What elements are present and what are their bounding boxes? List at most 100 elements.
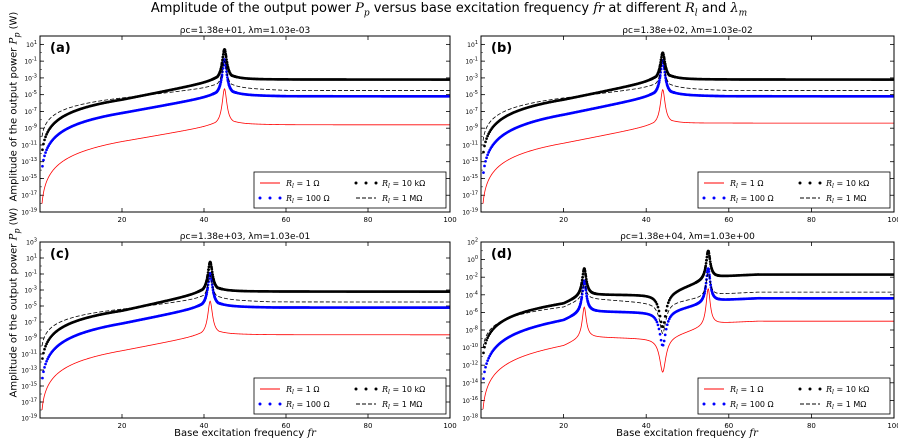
- series-rl-100-ohm-point: [707, 267, 710, 271]
- legend-entry-rl-1-ohm: Rl = 1 Ω: [704, 179, 764, 190]
- axes-frame: [480, 241, 895, 419]
- series-rl-100-ohm-point: [579, 300, 583, 304]
- series-rl-10-kohm-point: [704, 264, 708, 268]
- legend-entry-rl-1-ohm: Rl = 1 Ω: [704, 385, 764, 396]
- legend-marker: [354, 387, 358, 391]
- x-tick-label: 100: [443, 216, 456, 224]
- y-tick-label: 10-13: [21, 366, 37, 375]
- series-rl-100-ohm-point: [657, 327, 661, 331]
- series-rl-10-kohm-point: [42, 142, 45, 146]
- series-rl-1-mohm: [41, 274, 450, 347]
- series-rl-10-kohm-point: [705, 255, 709, 259]
- panel-label: (d): [491, 247, 512, 262]
- y-tick-label: 10-16: [462, 396, 478, 405]
- series-rl-10-kohm-point: [703, 266, 707, 270]
- legend-marker: [268, 402, 272, 406]
- series-rl-1-mohm: [41, 60, 450, 137]
- series-rl-100-ohm-point: [658, 79, 661, 82]
- y-tick-label: 10-6: [465, 308, 478, 317]
- series-rl-100-ohm-point: [666, 319, 670, 323]
- legend-marker: [808, 387, 812, 391]
- series-rl-10-kohm-point: [658, 314, 662, 318]
- series-rl-100-ohm-point: [45, 148, 48, 152]
- y-tick-label: 10-5: [24, 302, 37, 311]
- series-rl-10-kohm-point: [664, 309, 668, 313]
- series-rl-100-ohm-point: [657, 81, 661, 84]
- series-rl-100-ohm-point: [583, 280, 587, 283]
- series-rl-100-ohm-point: [45, 359, 48, 363]
- plot-area: [482, 51, 894, 204]
- series-rl-10-kohm-point: [221, 55, 225, 59]
- series-rl-10-kohm-point: [221, 58, 224, 62]
- series-rl-100-ohm-point: [718, 297, 722, 301]
- series-rl-10-kohm-point: [482, 150, 485, 154]
- y-tick-label: 10-2: [465, 273, 478, 282]
- series-rl-100-ohm: [41, 58, 450, 168]
- series-rl-10-kohm-point: [662, 53, 665, 57]
- y-tick-label: 10-5: [465, 90, 478, 99]
- series-rl-100-ohm-point: [704, 281, 708, 285]
- legend-label: Rl = 1 Ω: [729, 179, 764, 190]
- series-rl-100-ohm-point: [707, 270, 711, 273]
- legend-marker: [798, 181, 802, 185]
- series-rl-10-kohm-point: [580, 278, 584, 282]
- panel-c: ρc=1.38e+03, λm=1.03e-01 (c) 20 40 60 80 100 10…: [21, 232, 457, 430]
- series-rl-100-ohm-point: [42, 370, 45, 374]
- series-rl-10-kohm-point: [662, 321, 666, 324]
- x-tick-label: 20: [559, 422, 568, 430]
- series-rl-10-kohm-point: [44, 344, 47, 348]
- x-tick-label: 100: [887, 216, 898, 224]
- series-rl-10-kohm-point: [659, 58, 663, 62]
- legend-marker: [258, 402, 262, 406]
- series-rl-1-mohm: [482, 272, 894, 348]
- series-rl-10-kohm-point: [225, 60, 229, 64]
- series-rl-10-kohm-point: [45, 132, 48, 136]
- panel-subtitle: ρc=1.38e+01, λm=1.03e-03: [180, 26, 310, 36]
- series-rl-100-ohm-point: [486, 359, 489, 363]
- series-rl-100-ohm-point: [655, 320, 659, 324]
- panel-subtitle: ρc=1.38e+03, λm=1.03e-01: [180, 232, 310, 242]
- series-rl-100-ohm-point: [220, 302, 224, 306]
- series-rl-100-ohm-point: [664, 327, 668, 331]
- legend-marker: [712, 196, 716, 200]
- legend-marker: [354, 181, 358, 185]
- series-rl-1-ohm: [482, 287, 894, 410]
- series-rl-10-kohm-point: [707, 251, 711, 255]
- legend-entry-rl-1-ohm: Rl = 1 Ω: [260, 179, 320, 190]
- series-rl-100-ohm-point: [235, 91, 238, 95]
- plot-area: [482, 249, 894, 410]
- series-rl-10-kohm-point: [654, 300, 658, 304]
- legend-label: Rl = 100 Ω: [285, 194, 330, 205]
- series-rl-10-kohm-point: [205, 276, 209, 279]
- x-axis-label-right: Base excitation frequency fr: [616, 428, 758, 439]
- legend-marker: [374, 181, 378, 185]
- legend-box: [253, 377, 447, 415]
- y-tick-label: 10-1: [465, 57, 478, 66]
- series-rl-10-kohm-point: [223, 50, 227, 54]
- y-tick-label: 10-11: [21, 140, 37, 149]
- legend-entry-rl-1-mohm: Rl = 1 MΩ: [800, 400, 866, 411]
- series-rl-10-kohm-point: [594, 292, 598, 296]
- y-tick-label: 10-7: [24, 107, 37, 116]
- legend-entry-rl-1-mohm: Rl = 1 MΩ: [356, 400, 422, 411]
- series-rl-100-ohm-point: [41, 376, 44, 380]
- legend-marker: [722, 402, 726, 406]
- legend-marker: [818, 387, 822, 391]
- series-rl-10-kohm-point: [220, 61, 224, 65]
- series-rl-100-ohm-point: [46, 357, 49, 361]
- legend-entry-rl-100-ohm: Rl = 100 Ω: [702, 194, 774, 205]
- legend-entry-rl-100-ohm: Rl = 100 Ω: [258, 400, 330, 411]
- legend-marker: [808, 181, 812, 185]
- y-tick-label: 101: [26, 40, 37, 49]
- series-rl-10-kohm-point: [235, 75, 238, 79]
- y-tick-label: 10-3: [24, 73, 37, 82]
- legend-marker: [722, 196, 726, 200]
- legend-label: Rl = 100 Ω: [729, 400, 774, 411]
- series-rl-10-kohm-point: [211, 273, 214, 276]
- legend-entry-rl-100-ohm: Rl = 100 Ω: [702, 400, 774, 411]
- x-tick-label: 80: [364, 216, 373, 224]
- y-tick-label: 10-19: [21, 414, 37, 423]
- series-rl-100-ohm: [482, 58, 894, 174]
- series-rl-1-ohm: [41, 300, 450, 411]
- y-tick-label: 10-15: [21, 174, 37, 183]
